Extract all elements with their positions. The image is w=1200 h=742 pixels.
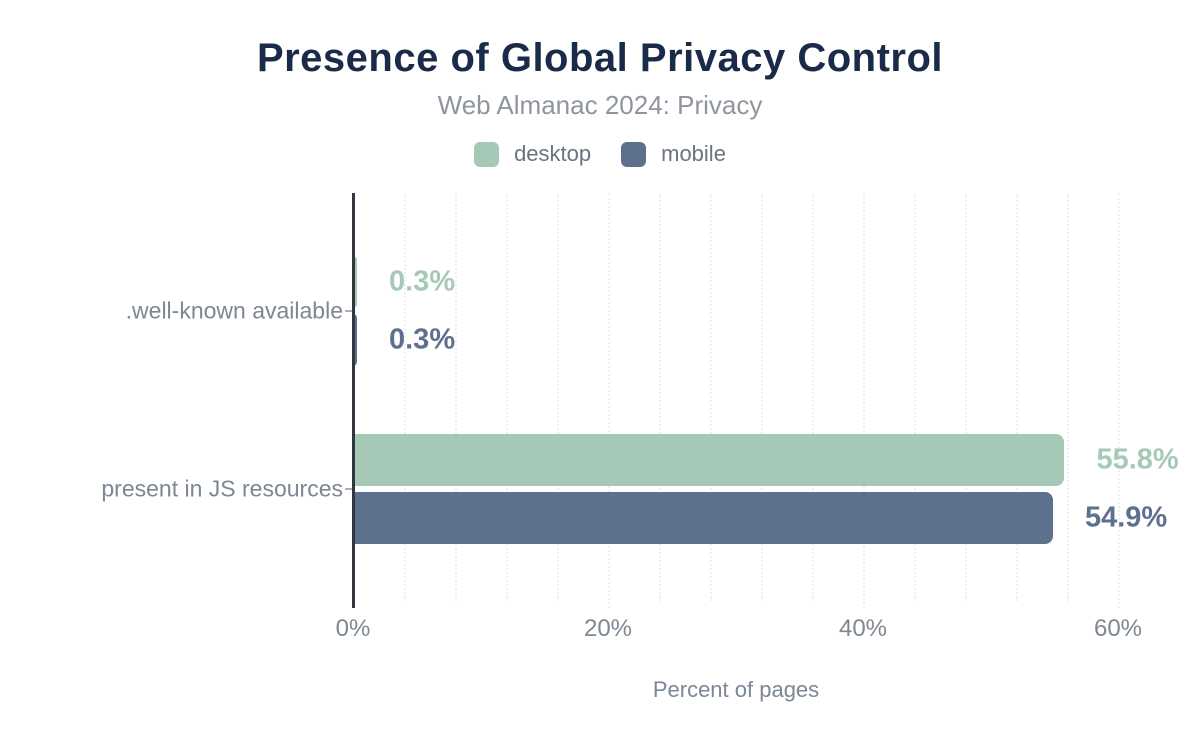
legend-swatch-desktop xyxy=(474,141,500,167)
minor-gridline xyxy=(710,193,712,601)
bar-desktop-0 xyxy=(353,256,357,308)
minor-gridline xyxy=(1016,193,1018,601)
minor-gridline xyxy=(506,193,508,601)
legend-swatch-mobile xyxy=(621,141,647,167)
minor-gridline xyxy=(812,193,814,601)
category-label-1: present in JS resources xyxy=(101,475,343,502)
minor-gridline xyxy=(455,193,457,601)
legend: desktop mobile xyxy=(0,141,1200,167)
x-axis-title: Percent of pages xyxy=(652,677,820,702)
bar-value-desktop-0: 0.3% xyxy=(389,265,456,298)
bar-desktop-1 xyxy=(353,434,1065,486)
minor-gridline xyxy=(659,193,661,601)
chart-subtitle: Web Almanac 2024: Privacy xyxy=(437,90,763,120)
x-tick-label-20%: 20% xyxy=(583,615,633,642)
minor-gridline xyxy=(404,193,406,601)
major-gridline xyxy=(863,193,865,608)
major-gridline xyxy=(608,193,610,608)
y-axis-line xyxy=(352,193,355,608)
minor-gridline xyxy=(761,193,763,601)
legend-label-desktop: desktop xyxy=(514,141,592,166)
bar-mobile-1 xyxy=(353,492,1053,544)
minor-gridline xyxy=(914,193,916,601)
x-tick-label-60%: 60% xyxy=(1093,615,1143,642)
bar-value-desktop-1: 55.8% xyxy=(1096,443,1179,476)
major-gridline xyxy=(1118,193,1120,608)
legend-label-mobile: mobile xyxy=(661,141,726,166)
bar-mobile-0 xyxy=(353,314,357,366)
category-tick-1 xyxy=(345,488,352,490)
minor-gridline xyxy=(965,193,967,601)
legend-item-desktop[interactable]: desktop xyxy=(474,141,591,167)
category-tick-0 xyxy=(345,310,352,312)
minor-gridline xyxy=(557,193,559,601)
x-tick-label-40%: 40% xyxy=(838,615,888,642)
category-label-0: .well-known available xyxy=(125,297,343,324)
plot-area: 0.3% 0.3% 55.8% 54.9% xyxy=(353,193,1179,608)
chart-title: Presence of Global Privacy Control xyxy=(256,36,944,80)
minor-gridline xyxy=(1067,193,1069,601)
bar-value-mobile-1: 54.9% xyxy=(1084,501,1168,534)
bar-value-mobile-0: 0.3% xyxy=(389,323,456,356)
legend-item-mobile[interactable]: mobile xyxy=(621,141,726,167)
x-tick-label-0%: 0% xyxy=(335,615,371,642)
